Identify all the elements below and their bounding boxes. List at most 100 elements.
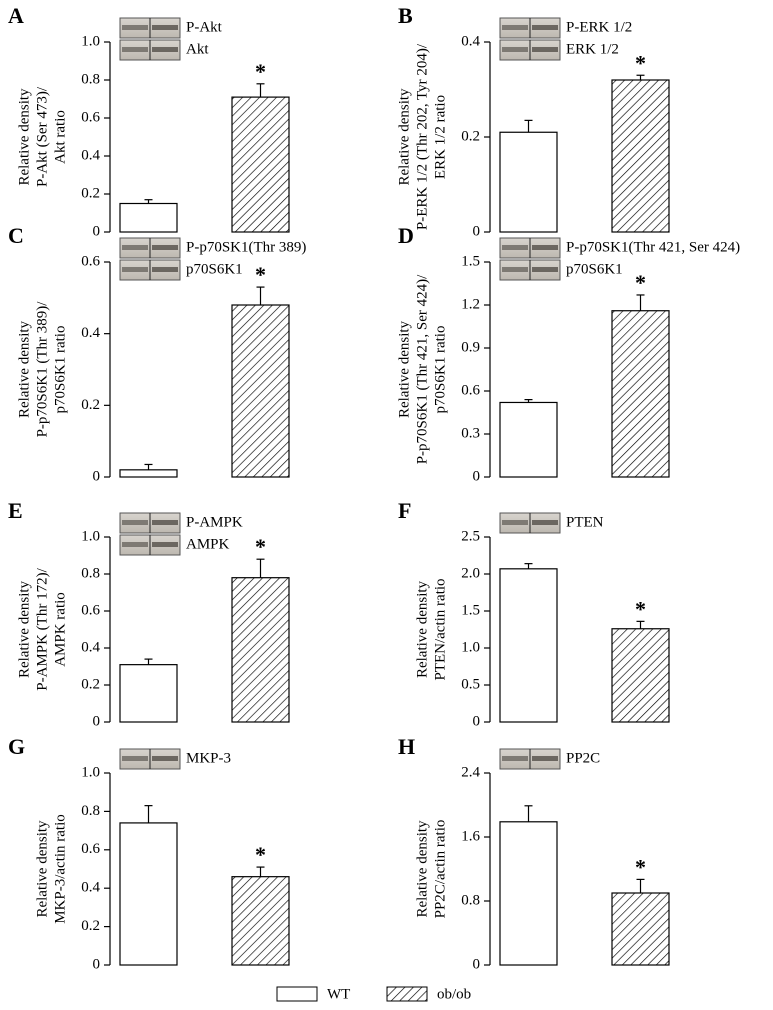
blot-band	[122, 520, 148, 525]
y-tick-label: 0.6	[81, 253, 100, 269]
y-tick-label: 0.6	[81, 841, 100, 857]
blot-band	[122, 25, 148, 30]
y-tick-label: 0	[473, 468, 481, 484]
y-tick-label: 0.8	[461, 892, 480, 908]
legend-label: ob/ob	[437, 986, 471, 1002]
blot-band	[502, 245, 528, 250]
y-tick-label: 1.5	[461, 602, 480, 618]
y-axis-label: P-ERK 1/2 (Thr 202, Tyr 204)/	[414, 43, 430, 230]
bar	[499, 821, 558, 966]
significance: *	[255, 59, 266, 84]
legend-swatch	[386, 986, 428, 1002]
y-axis-label: PP2C/actin ratio	[432, 820, 448, 919]
bar	[499, 568, 558, 723]
y-tick-label: 0.2	[81, 185, 100, 201]
blot-band	[152, 47, 178, 52]
significance: *	[635, 270, 646, 295]
blot-label: p70S6K1	[186, 261, 243, 277]
y-tick-label: 0.8	[81, 803, 100, 819]
y-tick-label: 1.0	[81, 528, 100, 544]
blot-band	[502, 267, 528, 272]
blot-band	[532, 47, 558, 52]
significance: *	[635, 596, 646, 621]
blot-band	[502, 756, 528, 761]
y-tick-label: 0.4	[461, 33, 480, 49]
blot-label: PP2C	[566, 750, 600, 766]
blot-band	[532, 267, 558, 272]
y-axis-label: Relative density	[16, 320, 32, 418]
y-axis-label: Relative density	[414, 820, 430, 918]
bar	[611, 310, 670, 478]
y-tick-label: 0.6	[461, 382, 480, 398]
legend-swatch	[276, 986, 318, 1002]
blot-band	[122, 542, 148, 547]
blot-label: p70S6K1	[566, 261, 623, 277]
y-tick-label: 0.5	[461, 676, 480, 692]
bar	[611, 628, 670, 723]
blot-band	[532, 245, 558, 250]
y-tick-label: 1.0	[461, 639, 480, 655]
y-axis-label: MKP-3/actin ratio	[52, 814, 68, 924]
y-tick-label: 0	[93, 223, 101, 239]
bar	[119, 822, 178, 966]
panel-label: F	[398, 498, 411, 523]
blot-band	[152, 756, 178, 761]
y-axis-label: AMPK ratio	[52, 592, 68, 667]
y-axis-label: Relative density	[414, 580, 430, 678]
significance: *	[255, 842, 266, 867]
y-tick-label: 0	[93, 713, 101, 729]
blot-band	[502, 25, 528, 30]
blot-band	[532, 25, 558, 30]
blot-label: P-Akt	[186, 19, 223, 35]
bar	[119, 469, 178, 478]
blot-label: P-p70SK1(Thr 389)	[186, 239, 306, 255]
y-tick-label: 1.2	[461, 296, 480, 312]
y-tick-label: 1.5	[461, 253, 480, 269]
blot-label: ERK 1/2	[566, 41, 619, 57]
y-tick-label: 0	[473, 956, 481, 972]
blot-label: P-p70SK1(Thr 421, Ser 424)	[566, 239, 740, 255]
y-tick-label: 0.4	[81, 880, 100, 896]
blot-label: Akt	[186, 41, 209, 57]
blot-label: MKP-3	[186, 750, 231, 766]
blot-band	[122, 245, 148, 250]
y-axis-label: P-p70S6K1 (Thr 389)/	[34, 301, 50, 438]
y-axis-label: Relative density	[16, 88, 32, 186]
y-tick-label: 1.0	[81, 764, 100, 780]
y-axis-label: p70S6K1 ratio	[432, 326, 448, 414]
blot-band	[502, 47, 528, 52]
blot-band	[152, 542, 178, 547]
y-axis-label: Akt ratio	[52, 110, 68, 164]
blot-band	[532, 520, 558, 525]
panel-label: G	[8, 734, 25, 759]
y-tick-label: 2.5	[461, 528, 480, 544]
blot-band	[532, 756, 558, 761]
blot-label: P-ERK 1/2	[566, 19, 632, 35]
y-tick-label: 0.4	[81, 147, 100, 163]
y-tick-label: 0.2	[81, 676, 100, 692]
y-tick-label: 0	[93, 956, 101, 972]
panel-label: A	[8, 3, 24, 28]
bar	[119, 664, 178, 723]
y-tick-label: 0.2	[81, 918, 100, 934]
blot-label: P-AMPK	[186, 514, 243, 530]
bar	[231, 96, 290, 233]
y-tick-label: 2.4	[461, 764, 480, 780]
blot-label: PTEN	[566, 514, 604, 530]
y-axis-label: p70S6K1 ratio	[52, 326, 68, 414]
significance: *	[635, 854, 646, 879]
y-tick-label: 2.0	[461, 565, 480, 581]
y-tick-label: 0.8	[81, 71, 100, 87]
blot-band	[122, 47, 148, 52]
bar	[611, 79, 670, 233]
y-axis-label: PTEN/actin ratio	[432, 578, 448, 680]
bar	[231, 876, 290, 966]
bar	[231, 577, 290, 723]
blot-band	[502, 520, 528, 525]
y-tick-label: 0.4	[81, 639, 100, 655]
y-tick-label: 0.6	[81, 109, 100, 125]
y-tick-label: 0.3	[461, 425, 480, 441]
significance: *	[255, 534, 266, 559]
y-axis-label: Relative density	[34, 820, 50, 918]
